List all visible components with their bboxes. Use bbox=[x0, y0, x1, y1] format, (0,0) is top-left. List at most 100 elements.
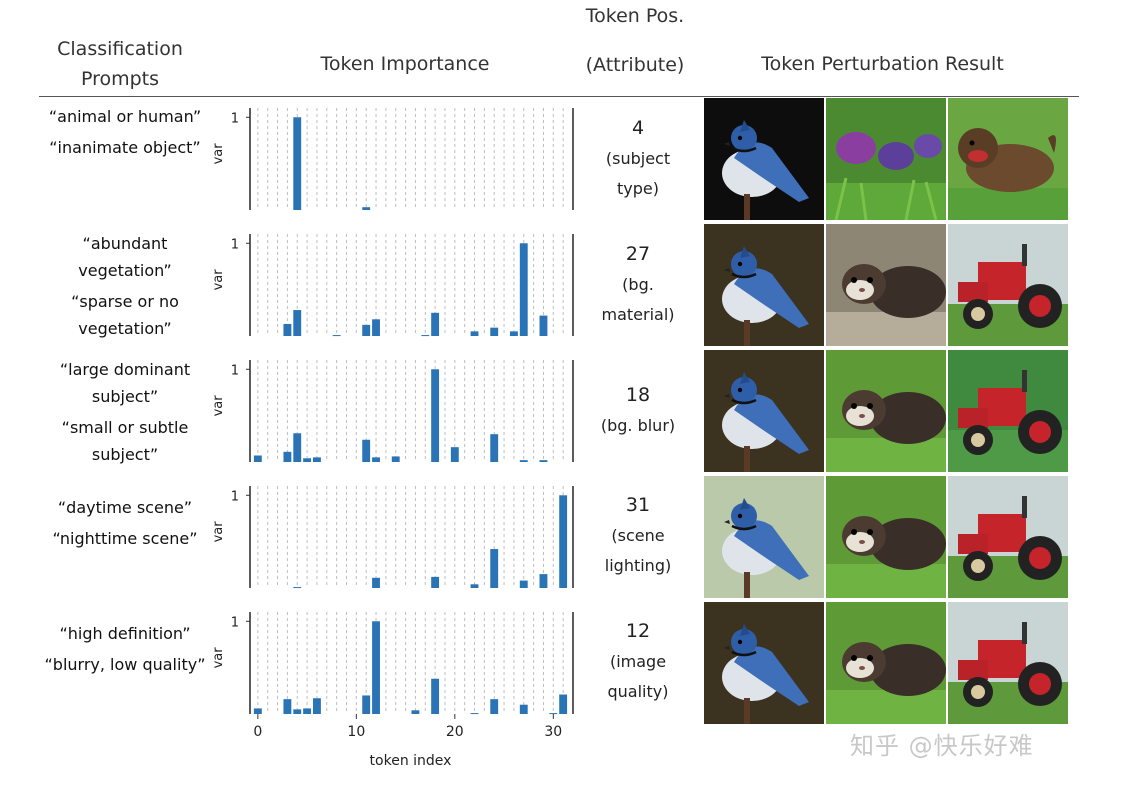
y-tick-label: 1 bbox=[231, 363, 239, 378]
token-pos-number: 12 bbox=[625, 620, 651, 642]
prompt-positive: “animal or human” bbox=[48, 107, 202, 126]
token-pos-number: 18 bbox=[625, 384, 651, 406]
header-prompts-text: Classification Prompts bbox=[57, 38, 183, 90]
prompt-negative: “nighttime scene” bbox=[52, 529, 198, 548]
token-attribute-line2: type) bbox=[617, 179, 659, 198]
blue-jay-image bbox=[704, 350, 824, 472]
bar bbox=[293, 117, 302, 210]
prompt-negative: “sparse or no vegetation” bbox=[71, 292, 179, 338]
prompt-positive: “high definition” bbox=[59, 624, 191, 643]
bar bbox=[411, 710, 420, 714]
x-tick-label: 20 bbox=[446, 724, 464, 740]
bar bbox=[470, 713, 479, 715]
blue-jay-image bbox=[704, 602, 824, 724]
prompt-cell-5: “high definition” “blurry, low quality” bbox=[40, 620, 210, 678]
bar bbox=[539, 574, 548, 588]
bar bbox=[283, 699, 292, 714]
y-tick-label: 1 bbox=[231, 111, 239, 126]
token-pos-number: 27 bbox=[625, 243, 651, 265]
token-pos-cell-5: 12 (image quality) bbox=[590, 615, 686, 707]
bar bbox=[490, 434, 499, 462]
y-axis-label: var bbox=[211, 647, 226, 669]
header-token-pos-line1: Token Pos. bbox=[585, 5, 685, 27]
bar bbox=[293, 433, 302, 462]
header-importance: Token Importance bbox=[320, 53, 490, 75]
y-axis-label: var bbox=[211, 395, 226, 417]
bar bbox=[431, 369, 440, 462]
header-perturbation: Token Perturbation Result bbox=[761, 53, 1004, 75]
bar bbox=[470, 331, 479, 336]
prompt-positive: “abundant vegetation” bbox=[78, 234, 172, 280]
ferret-image bbox=[826, 602, 946, 724]
token-pos-cell-4: 31 (scene lighting) bbox=[590, 489, 686, 581]
ferret-image bbox=[826, 350, 946, 472]
prompt-negative: “small or subtle subject” bbox=[61, 418, 189, 464]
prompt-negative: “blurry, low quality” bbox=[44, 655, 206, 674]
y-tick-label: 1 bbox=[231, 615, 239, 630]
token-pos-cell-1: 4 (subject type) bbox=[590, 112, 686, 204]
bar bbox=[293, 310, 302, 336]
bar bbox=[431, 576, 440, 588]
bar bbox=[519, 704, 528, 714]
bar bbox=[362, 695, 371, 714]
bar bbox=[293, 709, 302, 714]
dog-image bbox=[948, 98, 1068, 220]
token-pos-number: 4 bbox=[631, 117, 645, 139]
bar bbox=[253, 455, 262, 462]
x-axis-label: token index bbox=[370, 753, 452, 769]
bar bbox=[519, 460, 528, 462]
blue-jay-image bbox=[704, 98, 824, 220]
token-attribute-line2: quality) bbox=[607, 682, 669, 701]
bar bbox=[519, 580, 528, 588]
bar bbox=[421, 335, 430, 337]
x-tick-label: 10 bbox=[347, 724, 365, 740]
token-attribute-line2: lighting) bbox=[604, 556, 672, 575]
token-attribute-line1: (bg. blur) bbox=[600, 416, 676, 435]
tractor-image bbox=[948, 476, 1068, 598]
bar bbox=[362, 324, 371, 336]
watermark: 知乎 @快乐好难 bbox=[850, 732, 1034, 760]
y-axis-label: var bbox=[211, 521, 226, 543]
token-pos-cell-3: 18 (bg. blur) bbox=[590, 379, 686, 441]
token-attribute-line1: (subject bbox=[605, 149, 671, 168]
bar bbox=[253, 708, 262, 714]
blue-jay-image bbox=[704, 224, 824, 346]
bar bbox=[431, 312, 440, 336]
header-token-pos: Token Pos. (Attribute) bbox=[570, 0, 700, 81]
y-axis-label: var bbox=[211, 143, 226, 165]
bar bbox=[372, 319, 380, 336]
prompt-cell-1: “animal or human” “inanimate object” bbox=[40, 103, 210, 161]
bar bbox=[470, 584, 479, 588]
bar bbox=[490, 549, 499, 588]
prompt-positive: “large dominant subject” bbox=[59, 360, 191, 406]
ferret-image bbox=[826, 476, 946, 598]
bar bbox=[450, 447, 459, 462]
bar bbox=[549, 713, 558, 715]
bar bbox=[362, 439, 371, 462]
bar bbox=[519, 243, 528, 336]
bar bbox=[283, 323, 292, 336]
bar bbox=[431, 678, 440, 714]
prompt-cell-3: “large dominant subject” “small or subtl… bbox=[40, 356, 210, 468]
bar bbox=[559, 495, 568, 588]
tractor-image bbox=[948, 350, 1068, 472]
ferret-image bbox=[826, 224, 946, 346]
header-token-pos-line2: (Attribute) bbox=[585, 54, 685, 76]
bar bbox=[559, 694, 568, 714]
bar bbox=[372, 577, 380, 588]
bar bbox=[293, 587, 302, 589]
y-axis-label: var bbox=[211, 269, 226, 291]
token-attribute-line2: material) bbox=[601, 305, 675, 324]
token-attribute-line1: (scene bbox=[611, 526, 665, 545]
prompt-cell-2: “abundant vegetation” “sparse or no vege… bbox=[40, 230, 210, 342]
y-tick-label: 1 bbox=[231, 237, 239, 252]
flowers-image bbox=[826, 98, 946, 220]
bar bbox=[539, 315, 548, 336]
bar bbox=[509, 331, 518, 336]
token-pos-number: 31 bbox=[625, 494, 651, 516]
y-tick-label: 1 bbox=[231, 489, 239, 504]
prompt-positive: “daytime scene” bbox=[57, 498, 193, 517]
prompt-negative: “inanimate object” bbox=[49, 138, 201, 157]
header-prompts: Classification Prompts bbox=[40, 34, 200, 94]
bar bbox=[372, 621, 380, 714]
